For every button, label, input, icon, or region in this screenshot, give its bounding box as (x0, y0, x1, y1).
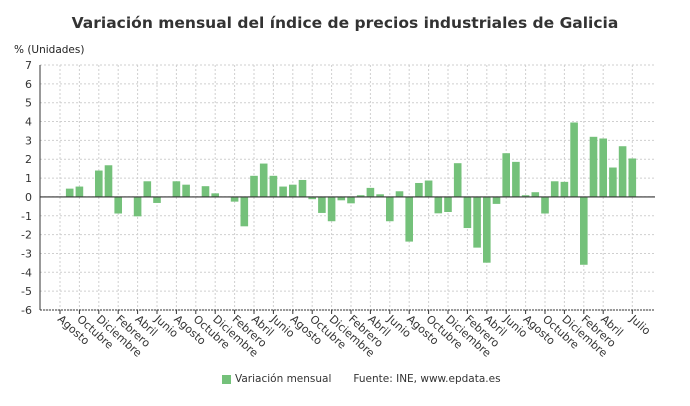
bar (492, 196, 501, 204)
bar (337, 196, 346, 201)
bar (483, 196, 491, 263)
y-tick-label: -2 (21, 229, 32, 242)
bar (570, 122, 578, 197)
bar (308, 196, 316, 200)
bar (386, 196, 394, 222)
bar (618, 146, 627, 197)
bar (104, 165, 113, 197)
y-tick-label: 7 (25, 59, 32, 72)
bar (550, 181, 559, 197)
legend-swatch (222, 374, 231, 384)
bar (240, 196, 249, 227)
bar (376, 194, 384, 197)
bar (424, 180, 433, 197)
chart-title: Variación mensual del índice de precios … (71, 14, 619, 32)
bar (521, 195, 530, 197)
y-tick-label: -1 (21, 210, 32, 223)
bar (279, 186, 287, 197)
source-note: Fuente: INE, www.epdata.es (353, 373, 501, 385)
bar (172, 181, 181, 197)
bar (395, 191, 404, 197)
bar (347, 196, 355, 204)
bar (580, 196, 588, 265)
bar (95, 170, 103, 197)
bar (211, 193, 219, 197)
y-tick-label: 5 (25, 97, 32, 110)
bar (201, 186, 210, 197)
y-tick-label: -4 (21, 266, 32, 279)
bar (133, 196, 142, 217)
bar (453, 163, 462, 197)
bar (531, 192, 540, 197)
bar (298, 179, 307, 197)
bar (405, 196, 413, 242)
bar (250, 175, 258, 197)
x-tick-label: Julio (627, 312, 654, 338)
bar (560, 181, 569, 197)
bar (75, 186, 84, 197)
bar (143, 181, 152, 197)
y-tick-label: -3 (21, 247, 32, 260)
bar (599, 138, 607, 197)
bar (473, 196, 481, 248)
bar (541, 196, 549, 214)
bar (259, 163, 268, 197)
y-tick-label: 6 (25, 78, 32, 91)
bar (114, 196, 122, 214)
bar (65, 188, 74, 197)
legend: Variación mensual Fuente: INE, www.epdat… (222, 373, 501, 385)
bar (318, 196, 326, 213)
y-tick-label: -6 (21, 304, 32, 317)
bar (609, 167, 617, 197)
bar (289, 184, 297, 197)
y-tick-label: 2 (25, 153, 32, 166)
bar (512, 161, 520, 197)
y-tick-label: 0 (25, 191, 32, 204)
bar (230, 196, 239, 202)
bar (434, 196, 443, 214)
y-tick-label: -5 (21, 285, 32, 298)
bar (327, 196, 336, 222)
y-tick-label: 3 (25, 134, 32, 147)
y-tick-label: 4 (25, 116, 32, 129)
bar (366, 187, 375, 197)
y-axis-label: % (Unidades) (14, 44, 85, 56)
y-tick-label: 1 (25, 172, 32, 185)
bar (463, 196, 472, 229)
bar (153, 196, 161, 203)
bar (444, 196, 452, 212)
bar (415, 182, 423, 197)
bar (182, 184, 190, 197)
bar (628, 158, 637, 197)
bar (356, 195, 365, 197)
bar (269, 175, 278, 197)
bar (589, 136, 598, 197)
bar (502, 153, 510, 197)
legend-label: Variación mensual (235, 373, 332, 385)
